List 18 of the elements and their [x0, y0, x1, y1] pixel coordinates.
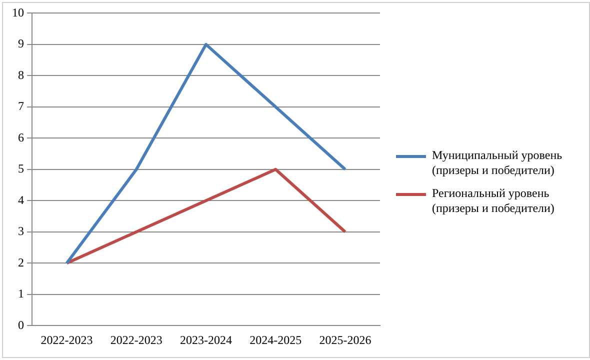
x-tick-label: 2022-2023 — [40, 332, 93, 347]
x-tick-label: 2025-2026 — [319, 332, 372, 347]
y-tick-label: 2 — [18, 255, 24, 270]
y-tick-label: 3 — [18, 224, 24, 238]
y-tick-label: 7 — [18, 99, 24, 114]
legend-label: Региональный уровень (призеры и победители) — [432, 186, 556, 216]
y-tick-label: 6 — [18, 130, 24, 144]
y-tick-label: 4 — [18, 192, 24, 207]
x-tick-label: 2022-2023 — [110, 332, 162, 347]
legend-label: Муниципальный уровень (призеры и победители) — [432, 148, 564, 178]
x-tick-label: 2023-2024 — [180, 332, 232, 347]
y-tick-label: 10 — [12, 5, 24, 20]
y-tick-label: 0 — [18, 318, 24, 332]
y-tick-label: 8 — [18, 68, 24, 82]
y-tick-label: 5 — [18, 162, 24, 176]
y-tick-label: 9 — [18, 36, 24, 51]
x-tick-label: 2024-2025 — [250, 332, 302, 347]
y-tick-label: 1 — [18, 286, 24, 301]
